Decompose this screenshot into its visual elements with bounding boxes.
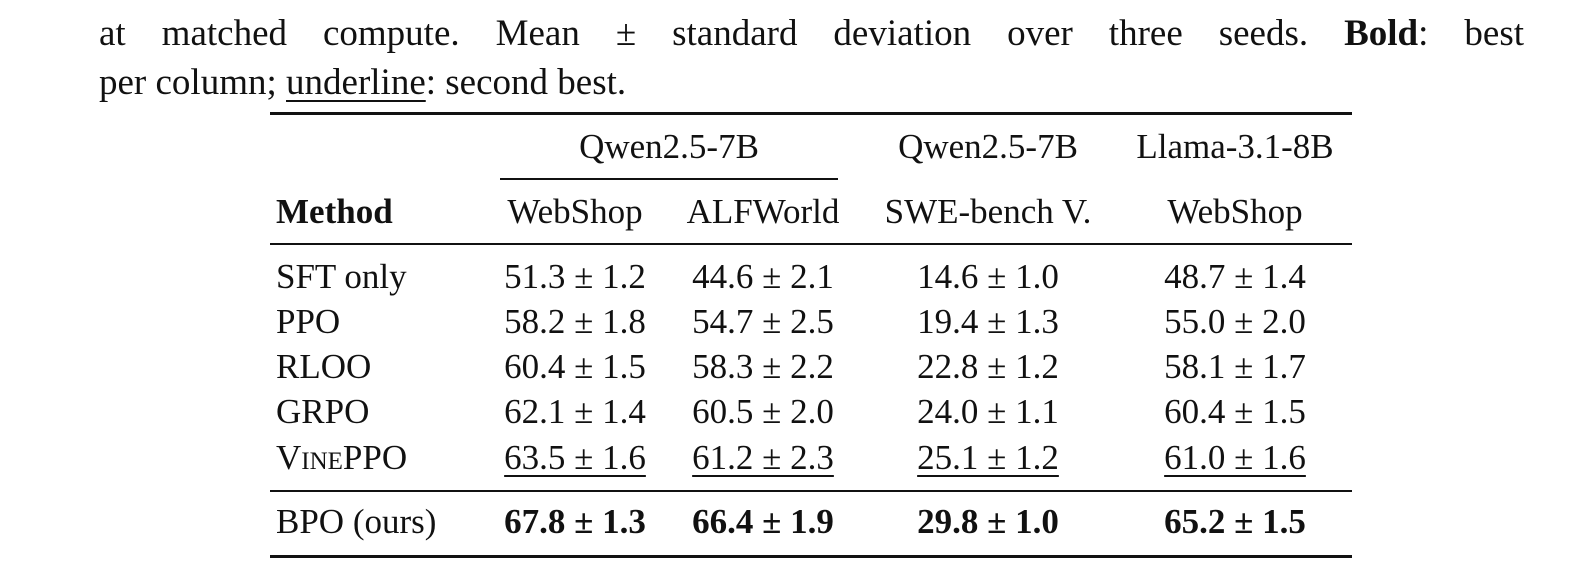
cell: 61.2 ± 2.3: [692, 438, 834, 477]
caption-text: : second best.: [425, 62, 627, 103]
cell: 58.1 ± 1.7: [1164, 347, 1306, 386]
cell: 25.1 ± 1.2: [917, 438, 1059, 477]
cell: 66.4 ± 1.9: [692, 502, 834, 541]
cell: 60.4 ± 1.5: [504, 347, 646, 386]
group-header: Qwen2.5-7B: [898, 127, 1078, 166]
cell: 60.4 ± 1.5: [1164, 392, 1306, 431]
cell: 62.1 ± 1.4: [504, 392, 646, 431]
cell: 19.4 ± 1.3: [917, 302, 1059, 341]
caption-text: per column;: [99, 62, 277, 103]
cell: 58.3 ± 2.2: [692, 347, 834, 386]
row-label: GRPO: [276, 392, 370, 431]
column-header: SWE-bench V.: [884, 192, 1092, 231]
cell: 58.2 ± 1.8: [504, 302, 646, 341]
cell: 29.8 ± 1.0: [917, 502, 1059, 541]
caption-line: per column; underline: second best.: [99, 59, 1524, 107]
column-header: WebShop: [1167, 192, 1303, 231]
caption-text: at matched compute. Mean ± standard devi…: [99, 13, 1309, 54]
cell: 22.8 ± 1.2: [917, 347, 1059, 386]
caption-bold: Bold: [1344, 13, 1419, 54]
cell: 63.5 ± 1.6: [504, 438, 646, 477]
bottom-rule: [270, 555, 1352, 558]
cell: 65.2 ± 1.5: [1164, 502, 1306, 541]
top-rule: [270, 112, 1352, 115]
cell: 67.8 ± 1.3: [504, 502, 646, 541]
cell: 60.5 ± 2.0: [692, 392, 834, 431]
group-rule: [500, 178, 838, 180]
mid-rule: [270, 490, 1352, 492]
group-header: Qwen2.5-7B: [579, 127, 759, 166]
row-label: BPO (ours): [276, 502, 437, 541]
cell: 48.7 ± 1.4: [1164, 257, 1306, 296]
cell: 51.3 ± 1.2: [504, 257, 646, 296]
cell: 14.6 ± 1.0: [917, 257, 1059, 296]
caption-text: : best: [1418, 13, 1524, 54]
column-header: ALFWorld: [686, 192, 840, 231]
caption-line: at matched compute. Mean ± standard devi…: [99, 10, 1524, 58]
row-label: VinePPO: [276, 438, 408, 477]
caption-underline: underline: [286, 62, 426, 103]
mid-rule: [270, 243, 1352, 245]
row-label: RLOO: [276, 347, 372, 386]
cell: 44.6 ± 2.1: [692, 257, 834, 296]
column-header: Method: [276, 192, 393, 231]
cell: 54.7 ± 2.5: [692, 302, 834, 341]
cell: 24.0 ± 1.1: [917, 392, 1059, 431]
row-label: PPO: [276, 302, 341, 341]
row-label: SFT only: [276, 257, 407, 296]
column-header: WebShop: [507, 192, 643, 231]
group-header: Llama-3.1-8B: [1136, 127, 1334, 166]
cell: 61.0 ± 1.6: [1164, 438, 1306, 477]
cell: 55.0 ± 2.0: [1164, 302, 1306, 341]
